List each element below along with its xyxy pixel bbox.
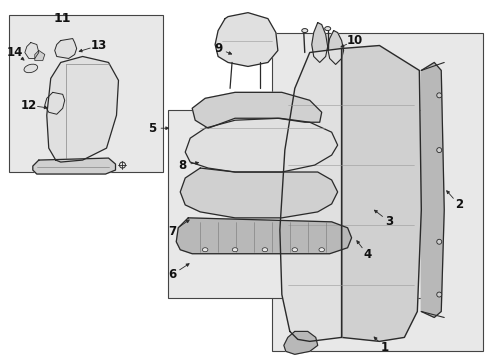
Ellipse shape bbox=[436, 239, 441, 244]
Ellipse shape bbox=[24, 64, 38, 73]
Polygon shape bbox=[311, 23, 327, 62]
Ellipse shape bbox=[436, 148, 441, 153]
Text: 14: 14 bbox=[7, 46, 23, 59]
Polygon shape bbox=[55, 39, 77, 58]
Ellipse shape bbox=[324, 27, 330, 31]
Polygon shape bbox=[35, 50, 45, 60]
Text: 4: 4 bbox=[363, 248, 371, 261]
Text: 1: 1 bbox=[380, 341, 388, 354]
Text: 11: 11 bbox=[54, 12, 71, 25]
Polygon shape bbox=[341, 45, 421, 341]
Ellipse shape bbox=[202, 248, 207, 252]
Polygon shape bbox=[185, 118, 337, 172]
Text: 9: 9 bbox=[214, 42, 222, 55]
Text: 8: 8 bbox=[178, 158, 186, 172]
Polygon shape bbox=[47, 57, 118, 162]
Ellipse shape bbox=[232, 248, 237, 252]
Polygon shape bbox=[327, 31, 343, 64]
Ellipse shape bbox=[436, 292, 441, 297]
Bar bbox=[168, 110, 422, 298]
Polygon shape bbox=[192, 92, 321, 128]
Text: 5: 5 bbox=[148, 122, 156, 135]
Polygon shape bbox=[25, 42, 39, 58]
Ellipse shape bbox=[318, 248, 324, 252]
Text: 2: 2 bbox=[454, 198, 462, 211]
Text: 3: 3 bbox=[385, 215, 393, 228]
Bar bbox=[9, 15, 163, 172]
Ellipse shape bbox=[262, 248, 267, 252]
Text: 13: 13 bbox=[90, 39, 106, 52]
Polygon shape bbox=[180, 168, 337, 218]
Polygon shape bbox=[215, 13, 277, 67]
Text: 7: 7 bbox=[168, 225, 176, 238]
Polygon shape bbox=[45, 92, 64, 114]
Text: 6: 6 bbox=[168, 268, 176, 281]
Bar bbox=[271, 32, 482, 351]
Ellipse shape bbox=[291, 248, 297, 252]
Polygon shape bbox=[421, 62, 443, 318]
Text: 12: 12 bbox=[20, 99, 37, 112]
Polygon shape bbox=[176, 218, 351, 254]
Polygon shape bbox=[279, 49, 341, 341]
Ellipse shape bbox=[301, 28, 307, 32]
Polygon shape bbox=[33, 158, 115, 174]
Ellipse shape bbox=[436, 93, 441, 98]
Polygon shape bbox=[283, 332, 317, 354]
Text: 10: 10 bbox=[346, 34, 362, 47]
